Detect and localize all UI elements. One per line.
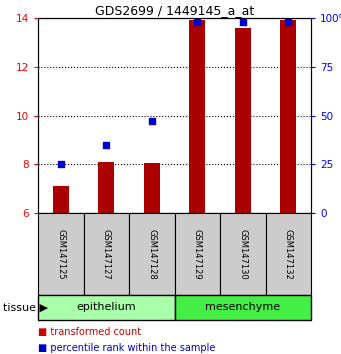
Text: GSM147130: GSM147130 <box>238 229 247 279</box>
Text: GSM147132: GSM147132 <box>284 229 293 279</box>
Bar <box>280 21 296 213</box>
Bar <box>98 162 114 213</box>
Bar <box>129 213 175 295</box>
Bar <box>220 213 266 295</box>
Bar <box>266 213 311 295</box>
Text: GSM147127: GSM147127 <box>102 229 111 279</box>
Bar <box>53 186 69 213</box>
Bar <box>235 28 251 213</box>
Bar <box>175 295 311 320</box>
Title: GDS2699 / 1449145_a_at: GDS2699 / 1449145_a_at <box>95 4 254 17</box>
Bar <box>175 213 220 295</box>
Text: GSM147128: GSM147128 <box>147 229 156 279</box>
Text: ■ transformed count: ■ transformed count <box>38 327 141 337</box>
Text: mesenchyme: mesenchyme <box>205 303 280 313</box>
Text: tissue ▶: tissue ▶ <box>3 303 48 313</box>
Bar <box>189 21 205 213</box>
Point <box>285 19 291 25</box>
Text: GSM147129: GSM147129 <box>193 229 202 279</box>
Text: ■ percentile rank within the sample: ■ percentile rank within the sample <box>38 343 216 353</box>
Bar <box>144 163 160 213</box>
Point <box>149 119 154 124</box>
Text: epithelium: epithelium <box>76 303 136 313</box>
Point <box>194 19 200 25</box>
Point <box>58 161 63 167</box>
Text: GSM147125: GSM147125 <box>56 229 65 279</box>
Point <box>104 142 109 148</box>
Bar <box>84 213 129 295</box>
Bar <box>38 213 84 295</box>
Bar <box>38 295 175 320</box>
Point <box>240 19 246 25</box>
